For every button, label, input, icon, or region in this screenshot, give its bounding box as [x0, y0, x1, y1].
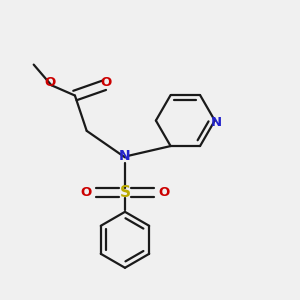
- Text: N: N: [119, 149, 131, 163]
- Text: O: O: [44, 76, 56, 89]
- Text: S: S: [119, 185, 130, 200]
- Text: O: O: [158, 186, 170, 199]
- Text: N: N: [211, 116, 222, 128]
- Text: O: O: [80, 186, 92, 199]
- Text: O: O: [100, 76, 112, 89]
